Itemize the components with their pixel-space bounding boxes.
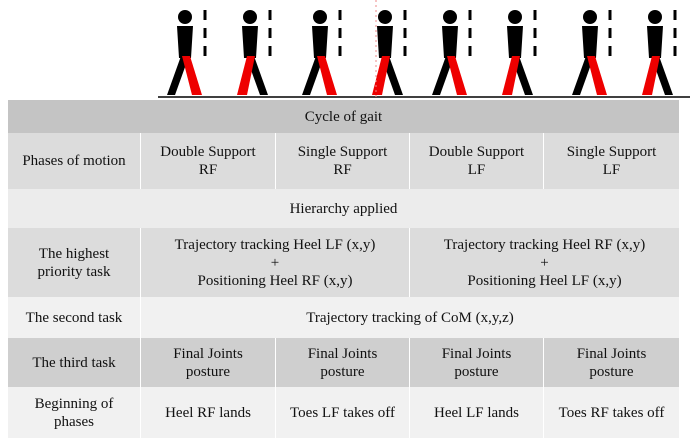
walker [647,26,663,58]
cell-text: Double Support [428,144,525,160]
walker [178,10,192,24]
cell-text: Trajectory tracking of CoM (x,y,z) [306,309,514,326]
walker [317,56,337,95]
walker [582,26,598,58]
table-cell: Final Joints posture [544,338,680,387]
table-cell: Heel RF lands [141,387,276,438]
walker [377,26,393,58]
cell-text: Final Joints [173,345,243,362]
walker [378,10,392,24]
cell-text: RF [333,162,352,178]
walker [447,56,467,95]
cell-text: Final Joints [576,345,647,362]
walker [583,10,597,24]
cell-text: priority task [37,263,111,280]
table-cell: Single Support LF [544,133,680,189]
walker [502,56,520,95]
cell-text: Positioning Heel RF (x,y) [197,272,353,289]
walker [372,56,390,95]
cell-text: Heel LF lands [434,404,519,421]
table-cell: Single Support RF [276,133,410,189]
cell-text: posture [185,363,231,380]
walker [167,56,189,95]
cell-text: Trajectory tracking Heel LF (x,y) [174,236,376,253]
walker [237,56,255,95]
table-cell: Trajectory tracking of CoM (x,y,z) [141,297,680,338]
cell-text: Beginning of [34,395,114,412]
cell-text: Final Joints [307,345,378,362]
walker [313,10,327,24]
walker [177,26,193,58]
cell-text: Positioning Heel LF (x,y) [467,272,622,289]
cell-text: Hierarchy applied [289,200,398,217]
cell-text: Single Support [297,144,388,160]
walker [648,10,662,24]
table-cell: The second task [8,297,141,338]
table-cell: Heel LF lands [410,387,544,438]
table-cell: The third task [8,338,141,387]
cell-text: Final Joints [441,345,512,362]
cell-text: RF [198,162,218,178]
cell-text: LF [467,162,486,178]
table-cell: Beginning of phases [8,387,141,438]
table-cell: Trajectory tracking Heel LF (x,y) + Positi… [141,228,410,297]
table-cell: Final Joints posture [141,338,276,387]
walker [182,56,202,95]
cell-text: Single Support [566,144,657,160]
walker [243,10,257,24]
cell-text: + [270,254,280,271]
cell-text: phases [54,413,94,430]
walker [443,10,457,24]
cell-text: + [540,254,549,271]
cell-text: LF [602,162,621,178]
walker [302,56,324,95]
cell-text: Heel RF lands [165,404,251,421]
table-cell: Toes LF takes off [276,387,410,438]
cell-text: Cycle of gait [304,108,383,125]
table-cell: Hierarchy applied [8,189,680,228]
cell-text: posture [454,363,499,380]
cell-text: The third task [32,354,116,371]
table-cell: Cycle of gait [8,100,680,133]
table-cell: Double Support LF [410,133,544,189]
table-cell: Final Joints posture [276,338,410,387]
cell-text: The highest [38,245,110,262]
walker [507,26,523,58]
walker [242,26,258,58]
cell-text: posture [320,363,365,380]
gait-figures [158,0,690,98]
walker [432,56,454,95]
table-cell: Final Joints posture [410,338,544,387]
cell-text: Toes RF takes off [558,404,665,421]
table-cell: Toes RF takes off [544,387,680,438]
table-cell: Phases of motion [8,133,141,189]
walker [642,56,660,95]
cell-text: The second task [25,309,123,326]
cell-text: posture [589,363,634,380]
table-cell: Trajectory tracking Heel RF (x,y) + Positi… [410,228,680,297]
cell-text: Phases of motion [22,153,126,169]
cell-text: Trajectory tracking Heel RF (x,y) [443,236,646,253]
table-cell: Double Support RF [141,133,276,189]
walker [312,26,328,58]
cell-text: Double Support [160,144,256,160]
walker [587,56,607,95]
walker [572,56,594,95]
cell-text: Toes LF takes off [290,404,395,421]
table-cell: The highest priority task [8,228,141,297]
walker [442,26,458,58]
walker [508,10,522,24]
